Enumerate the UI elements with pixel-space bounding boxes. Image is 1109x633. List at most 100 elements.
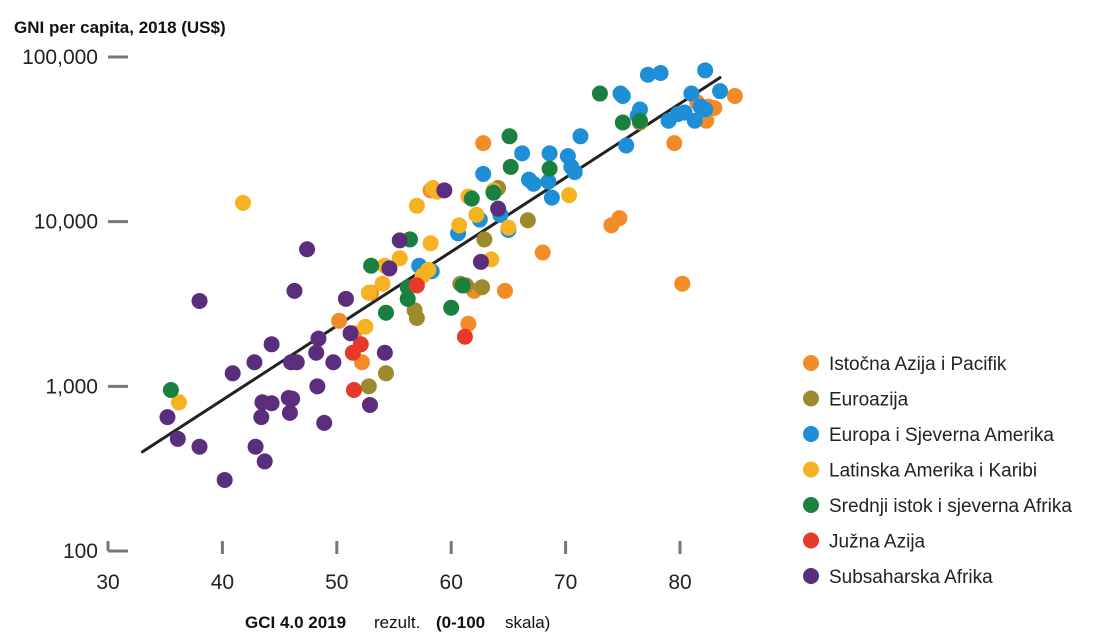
x-tick-label: 70: [554, 571, 577, 594]
legend-marker: [803, 497, 819, 513]
legend-marker: [803, 355, 819, 371]
data-point: [286, 282, 303, 299]
data-point: [697, 62, 714, 79]
legend-label: Južna Azija: [829, 532, 926, 553]
data-point: [541, 160, 558, 177]
data-point: [525, 175, 542, 192]
x-axis: 30 40 50 60 70 80: [96, 541, 692, 594]
y-axis: 100 1,000 10,000 100,000: [22, 46, 128, 563]
x-axis-title-part: GCI 4.0 2019: [245, 613, 346, 632]
legend-marker: [803, 426, 819, 442]
data-points: [159, 62, 743, 488]
data-point: [256, 453, 273, 470]
data-point: [614, 114, 631, 131]
data-point: [472, 253, 489, 270]
data-point: [234, 194, 251, 211]
legend-label: Euroazija: [829, 390, 909, 411]
data-point: [159, 409, 176, 426]
data-point: [475, 135, 492, 152]
data-point: [325, 354, 342, 371]
data-point: [399, 290, 416, 307]
data-point: [408, 197, 425, 214]
data-point: [463, 190, 480, 207]
data-point: [342, 325, 359, 342]
data-point: [666, 135, 683, 152]
data-point: [566, 164, 583, 181]
legend: Istočna Azija i Pacifik Euroazija Europa i…: [803, 354, 1072, 588]
x-axis-title-part: (0-100: [436, 613, 485, 632]
legend-label: Srednji istok i sjeverna Afrika: [829, 496, 1072, 517]
data-point: [541, 145, 558, 162]
data-point: [310, 330, 327, 347]
data-point: [216, 471, 233, 488]
x-tick-label: 60: [440, 571, 463, 594]
data-point: [618, 137, 635, 154]
data-point: [476, 231, 493, 248]
x-axis-title-part: skala): [505, 613, 550, 632]
legend-marker: [803, 461, 819, 478]
data-point: [169, 430, 186, 447]
data-point: [408, 277, 425, 294]
data-point: [422, 235, 439, 252]
data-point: [253, 409, 270, 426]
y-tick-label: 10,000: [34, 211, 98, 234]
data-point: [496, 282, 513, 299]
y-axis-title: GNI per capita, 2018 (US$): [14, 18, 226, 37]
legend-marker: [803, 390, 819, 407]
data-point: [377, 304, 394, 321]
y-tick-label: 100: [63, 540, 98, 563]
data-point: [674, 275, 691, 292]
y-tick-label: 100,000: [22, 46, 98, 69]
data-point: [191, 438, 208, 455]
data-point: [543, 189, 560, 206]
data-point: [490, 200, 507, 217]
data-point: [591, 85, 608, 102]
data-point: [331, 312, 348, 329]
data-point: [451, 217, 468, 234]
data-point: [561, 187, 578, 204]
data-point: [299, 241, 316, 258]
data-point: [162, 382, 179, 399]
data-point: [391, 250, 408, 267]
series-group: [159, 182, 507, 488]
data-point: [436, 182, 453, 199]
series-group: [331, 87, 743, 371]
data-point: [224, 365, 241, 382]
data-point: [247, 438, 264, 455]
legend-label: Subsaharska Afrika: [829, 567, 993, 588]
x-axis-title: GCI 4.0 2019 rezult. (0-100 skala): [245, 613, 550, 632]
legend-marker: [803, 568, 819, 584]
series-group: [344, 277, 473, 399]
data-point: [391, 232, 408, 249]
data-point: [284, 390, 301, 407]
x-tick-label: 50: [325, 571, 348, 594]
data-point: [281, 404, 298, 421]
x-tick-label: 40: [211, 571, 234, 594]
data-point: [652, 64, 669, 81]
data-point: [361, 397, 378, 414]
x-axis-title-part: rezult.: [374, 613, 420, 632]
data-point: [308, 344, 325, 361]
legend-marker: [803, 532, 819, 549]
data-point: [519, 212, 536, 229]
data-point: [456, 328, 473, 345]
data-point: [534, 244, 551, 261]
data-point: [309, 378, 326, 395]
data-point: [474, 279, 491, 296]
data-point: [460, 315, 477, 332]
data-point: [697, 101, 714, 118]
data-point: [337, 290, 354, 307]
data-point: [686, 112, 703, 129]
data-point: [363, 257, 380, 274]
data-point: [468, 206, 485, 223]
data-point: [263, 336, 280, 353]
data-point: [631, 101, 648, 118]
data-point: [540, 173, 557, 190]
data-point: [376, 344, 393, 361]
y-tick-label: 1,000: [45, 375, 98, 398]
data-point: [191, 292, 208, 309]
data-point: [475, 165, 492, 182]
data-point: [485, 184, 502, 201]
data-point: [381, 260, 398, 277]
data-point: [501, 128, 518, 145]
